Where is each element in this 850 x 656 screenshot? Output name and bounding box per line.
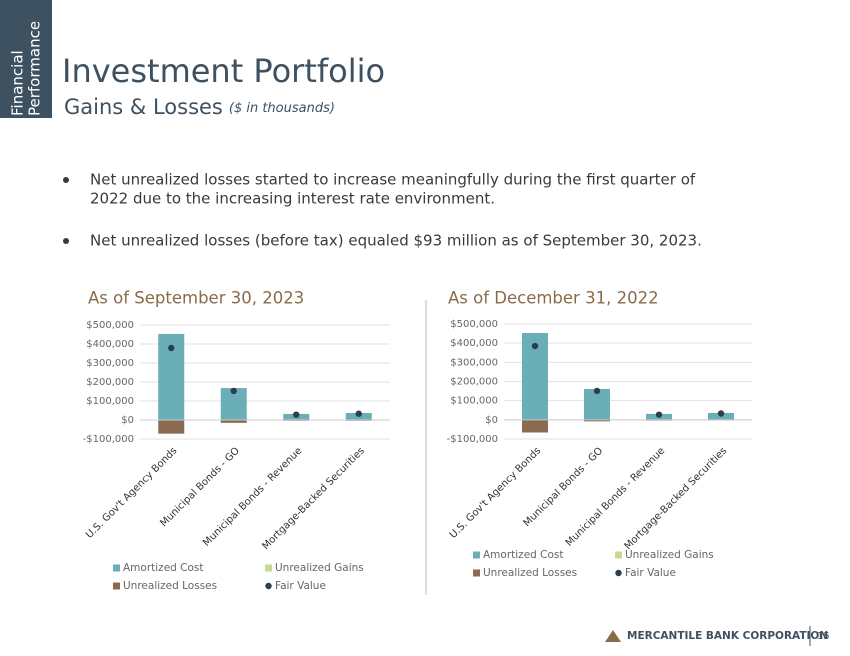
y-tick-label: $500,000 [86,320,134,331]
bar [158,420,185,434]
legend-label: Unrealized Gains [625,549,714,561]
legend-label: Amortized Cost [483,549,564,561]
x-tick-label: Municipal Bonds - Revenue [564,445,667,548]
chart: As of September 30, 2023 -$100,000 $0 $100,… [83,289,390,592]
sidebar-box [0,0,52,118]
y-tick-label: $300,000 [86,358,134,369]
legend-label: Unrealized Losses [483,567,577,579]
company: MERCANTILE BANK CORPORATION [627,630,828,642]
point [655,411,663,418]
page-number: 15 [817,631,830,642]
bullet-text: 2022 due to the increasing interest rate… [90,190,495,208]
sidebar-line: Performance [26,21,44,116]
point [531,342,539,350]
bullets: Net unrealized losses started to increas… [63,171,702,250]
bullet-text: Net unrealized losses (before tax) equal… [90,232,702,250]
point [168,344,175,352]
point [293,411,300,418]
bullet-text: Net unrealized losses started to increas… [90,171,696,189]
sidebar-line: Financial [9,50,27,116]
bar [584,419,610,422]
y-tick-label: -$100,000 [447,434,498,445]
chart: As of December 31, 2022 -$100,000 $0 $100,0… [447,289,752,579]
x-tick-label: Municipal Bonds - Revenue [201,445,304,548]
title: Investment Portfolio [62,52,385,90]
chart-title: As of September 30, 2023 [88,289,304,308]
chart-title: As of December 31, 2022 [448,289,659,308]
legend-marker [113,564,120,572]
y-tick-label: $400,000 [86,339,134,350]
bar [584,388,610,420]
point [717,410,725,417]
y-tick-label: $0 [121,415,134,426]
legend-marker [473,569,480,577]
point [355,410,362,417]
legend-marker [265,582,272,590]
bullet-dot [63,177,69,183]
y-tick-label: $200,000 [450,377,498,388]
x-tick-label: Mortgage-Backed Securities [623,445,730,552]
legend-label: Unrealized Gains [275,562,364,574]
legend-marker [615,551,622,559]
legend-marker [265,564,272,572]
legend-marker [615,569,622,577]
legend-label: Fair Value [625,567,676,579]
logo-mark [605,630,621,642]
x-tick-label: Mortgage-Backed Securities [260,445,367,552]
point [230,387,237,395]
y-tick-label: $100,000 [86,396,134,407]
y-tick-label: $300,000 [450,357,498,368]
legend-label: Fair Value [275,580,326,592]
y-tick-label: $100,000 [450,396,498,407]
charts: As of September 30, 2023 -$100,000 $0 $100,… [83,289,752,592]
legend-label: Amortized Cost [123,562,204,574]
y-tick-label: $500,000 [450,319,498,330]
legend-marker [113,582,120,590]
sidebar: Financial Performance [9,21,44,116]
y-tick-label: $200,000 [86,377,134,388]
legend-label: Unrealized Losses [123,580,217,592]
legend-marker [473,551,480,559]
subtitle-note: ($ in thousands) [229,101,335,116]
y-tick-label: -$100,000 [83,434,134,445]
bar [522,419,548,433]
y-tick-label: $400,000 [450,338,498,349]
point [593,387,601,395]
y-tick-label: $0 [485,415,498,426]
bar [220,420,247,423]
subtitle-line: Gains & Losses ($ in thousands) [64,95,335,119]
bullet-dot [63,238,69,244]
subtitle: Gains & Losses [64,95,223,119]
